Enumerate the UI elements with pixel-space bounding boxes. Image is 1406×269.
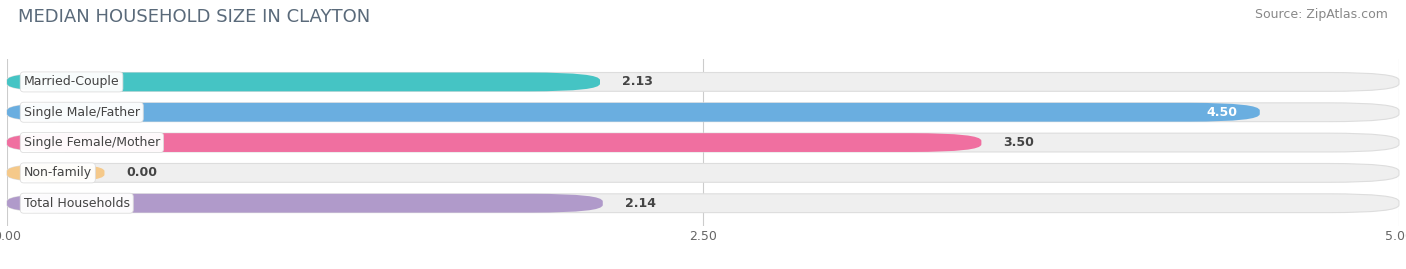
FancyBboxPatch shape xyxy=(7,194,603,213)
Text: 4.50: 4.50 xyxy=(1206,106,1237,119)
Text: 0.00: 0.00 xyxy=(127,167,157,179)
Text: 3.50: 3.50 xyxy=(1004,136,1035,149)
Text: Source: ZipAtlas.com: Source: ZipAtlas.com xyxy=(1254,8,1388,21)
FancyBboxPatch shape xyxy=(7,73,1399,91)
FancyBboxPatch shape xyxy=(7,194,1399,213)
Text: 2.14: 2.14 xyxy=(626,197,657,210)
FancyBboxPatch shape xyxy=(7,103,1260,122)
FancyBboxPatch shape xyxy=(7,73,600,91)
Text: MEDIAN HOUSEHOLD SIZE IN CLAYTON: MEDIAN HOUSEHOLD SIZE IN CLAYTON xyxy=(18,8,371,26)
FancyBboxPatch shape xyxy=(7,164,1399,182)
Text: Single Female/Mother: Single Female/Mother xyxy=(24,136,160,149)
FancyBboxPatch shape xyxy=(7,133,1399,152)
Text: Total Households: Total Households xyxy=(24,197,129,210)
FancyBboxPatch shape xyxy=(7,133,981,152)
Text: Single Male/Father: Single Male/Father xyxy=(24,106,139,119)
Text: 2.13: 2.13 xyxy=(623,75,654,89)
FancyBboxPatch shape xyxy=(7,103,1399,122)
FancyBboxPatch shape xyxy=(7,164,104,182)
Text: Non-family: Non-family xyxy=(24,167,91,179)
Text: Married-Couple: Married-Couple xyxy=(24,75,120,89)
